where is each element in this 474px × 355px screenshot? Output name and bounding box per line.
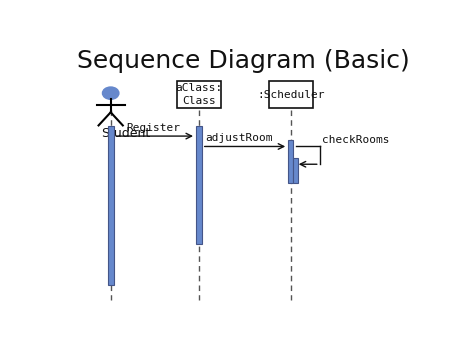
Circle shape: [102, 87, 119, 99]
Bar: [288, 140, 293, 184]
Bar: [177, 81, 221, 108]
Text: Register: Register: [126, 123, 180, 133]
Text: adjustRoom: adjustRoom: [206, 133, 273, 143]
Bar: [196, 126, 202, 244]
Text: aClass:
Class: aClass: Class: [175, 83, 222, 106]
Text: :Scheduler: :Scheduler: [257, 89, 324, 99]
Text: Sequence Diagram (Basic): Sequence Diagram (Basic): [76, 49, 410, 73]
Text: checkRooms: checkRooms: [322, 135, 390, 145]
Bar: [108, 126, 114, 284]
Bar: [292, 158, 298, 182]
Text: Student: Student: [101, 127, 151, 140]
Bar: [269, 81, 313, 108]
